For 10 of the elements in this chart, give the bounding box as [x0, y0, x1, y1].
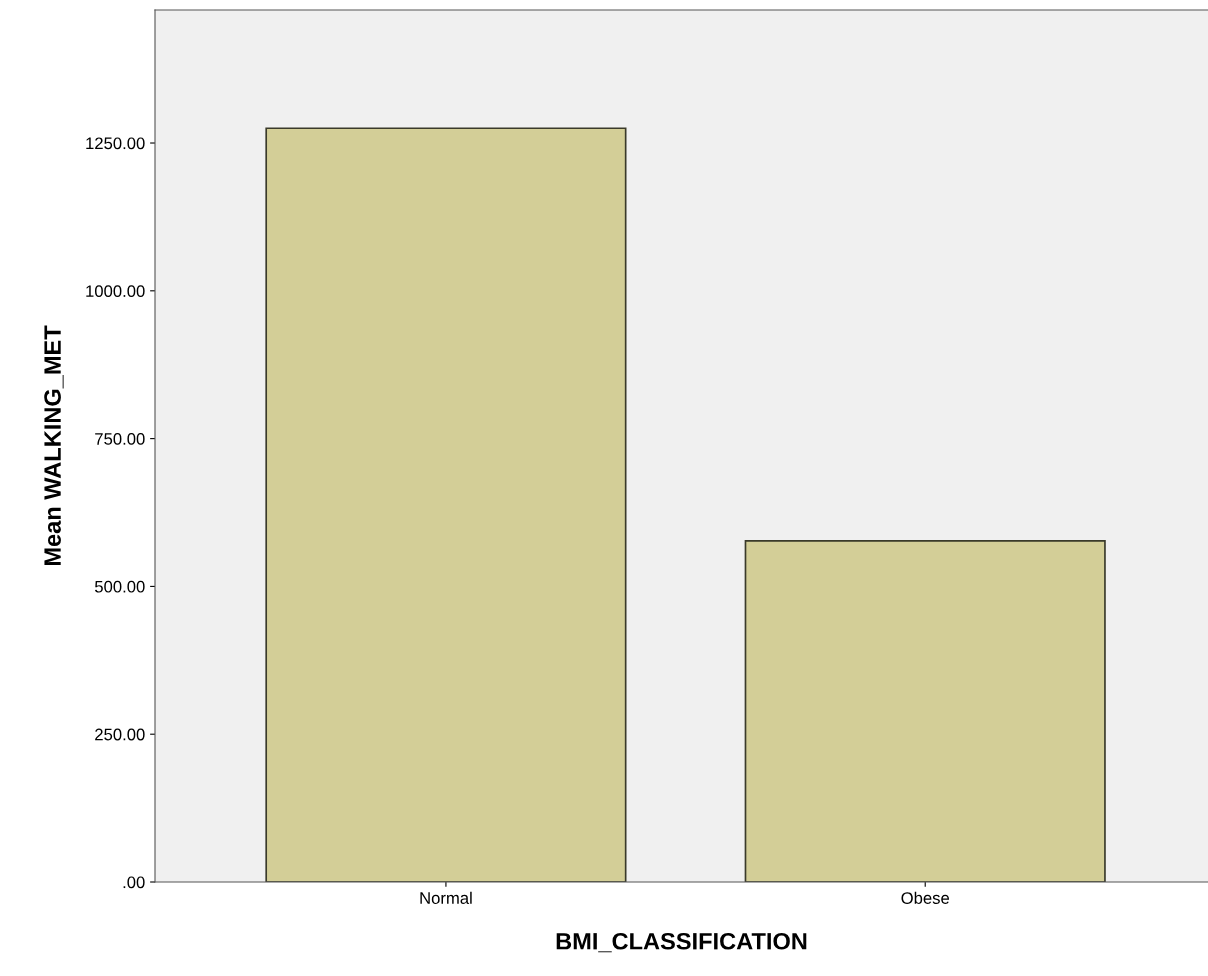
y-tick-label: 750.00 — [95, 433, 145, 445]
y-tick-label: .00 — [123, 876, 145, 889]
x-tick-label: Obese — [901, 891, 950, 904]
y-tick-label: 1250.00 — [86, 137, 145, 150]
y-tick-label: 250.00 — [95, 728, 145, 741]
x-axis-title: BMI_CLASSIFICATION — [556, 932, 807, 953]
y-tick-label: 1000.00 — [86, 285, 145, 298]
x-tick-label: Normal — [420, 891, 472, 904]
y-tick-label: 500.00 — [94, 580, 145, 593]
y-axis-title: Mean WALKING_MET — [44, 325, 64, 566]
